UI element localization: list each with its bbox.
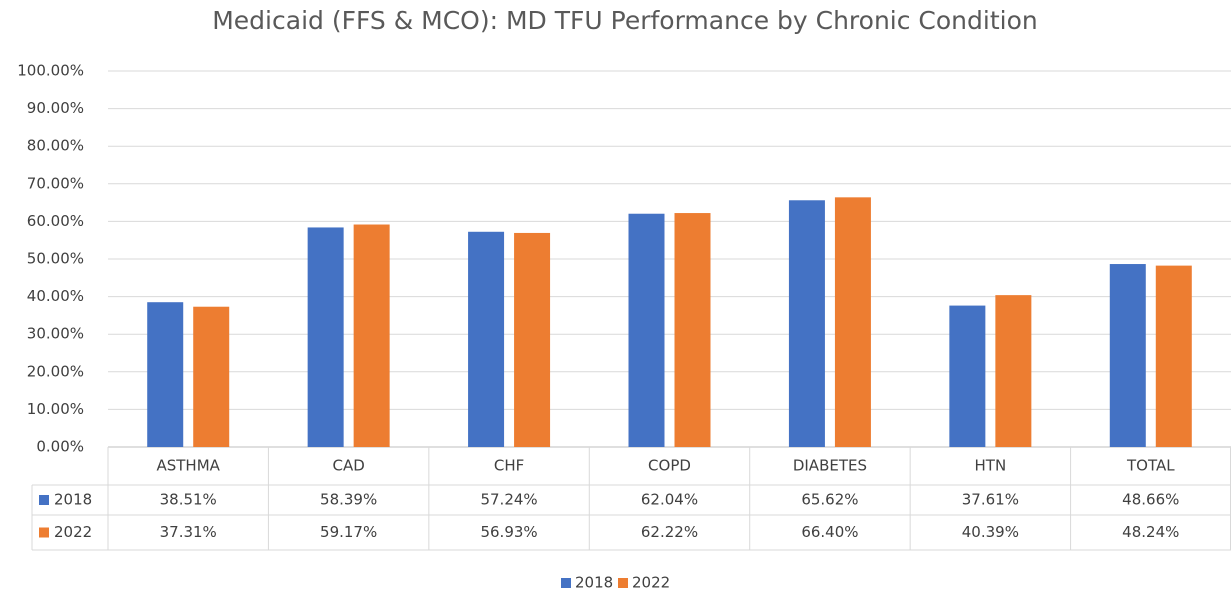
table-value: 38.51% <box>160 491 217 509</box>
x-tick-label: ASTHMA <box>156 457 220 475</box>
table-value: 37.31% <box>160 523 217 541</box>
bar <box>995 295 1032 447</box>
bar <box>1109 264 1146 447</box>
table-series-label: 2022 <box>54 523 92 541</box>
bar <box>949 305 986 447</box>
table-value: 37.61% <box>962 491 1019 509</box>
x-tick-label: CAD <box>332 457 364 475</box>
y-tick-label: 30.00% <box>27 325 84 343</box>
legend-key <box>618 578 628 588</box>
y-tick-label: 0.00% <box>36 438 84 456</box>
bar <box>193 306 230 447</box>
table-value: 48.24% <box>1122 523 1179 541</box>
x-tick-label: COPD <box>648 457 691 475</box>
table-value: 56.93% <box>480 523 537 541</box>
table-value: 59.17% <box>320 523 377 541</box>
y-tick-label: 60.00% <box>27 212 84 230</box>
table-value: 58.39% <box>320 491 377 509</box>
bar <box>834 197 871 447</box>
table-value: 40.39% <box>962 523 1019 541</box>
chart-title: Medicaid (FFS & MCO): MD TFU Performance… <box>212 6 1038 35</box>
y-tick-label: 80.00% <box>27 137 84 155</box>
legend-label: 2018 <box>575 574 613 592</box>
table-value: 48.66% <box>1122 491 1179 509</box>
table-value: 66.40% <box>801 523 858 541</box>
y-tick-label: 70.00% <box>27 174 84 192</box>
table-value: 57.24% <box>480 491 537 509</box>
legend-key <box>39 495 49 505</box>
x-tick-label: HTN <box>975 457 1007 475</box>
y-tick-label: 100.00% <box>17 62 84 80</box>
legend-key <box>561 578 571 588</box>
bar <box>307 227 344 447</box>
bar <box>353 224 390 447</box>
y-tick-label: 20.00% <box>27 362 84 380</box>
x-tick-label: CHF <box>494 457 524 475</box>
y-tick-label: 10.00% <box>27 400 84 418</box>
y-tick-label: 50.00% <box>27 250 84 268</box>
bar <box>788 200 825 447</box>
table-value: 62.22% <box>641 523 698 541</box>
table-value: 62.04% <box>641 491 698 509</box>
legend-label: 2022 <box>632 574 670 592</box>
y-tick-label: 90.00% <box>27 99 84 117</box>
bar <box>514 232 551 447</box>
legend-key <box>39 527 49 538</box>
bar <box>628 213 665 447</box>
table-value: 65.62% <box>801 491 858 509</box>
table-series-label: 2018 <box>54 491 92 509</box>
bar <box>674 213 711 447</box>
bar <box>468 231 505 447</box>
y-tick-label: 40.00% <box>27 287 84 305</box>
bar <box>147 302 184 447</box>
bar <box>1155 265 1192 447</box>
x-tick-label: TOTAL <box>1126 457 1175 475</box>
x-tick-label: DIABETES <box>793 457 867 475</box>
